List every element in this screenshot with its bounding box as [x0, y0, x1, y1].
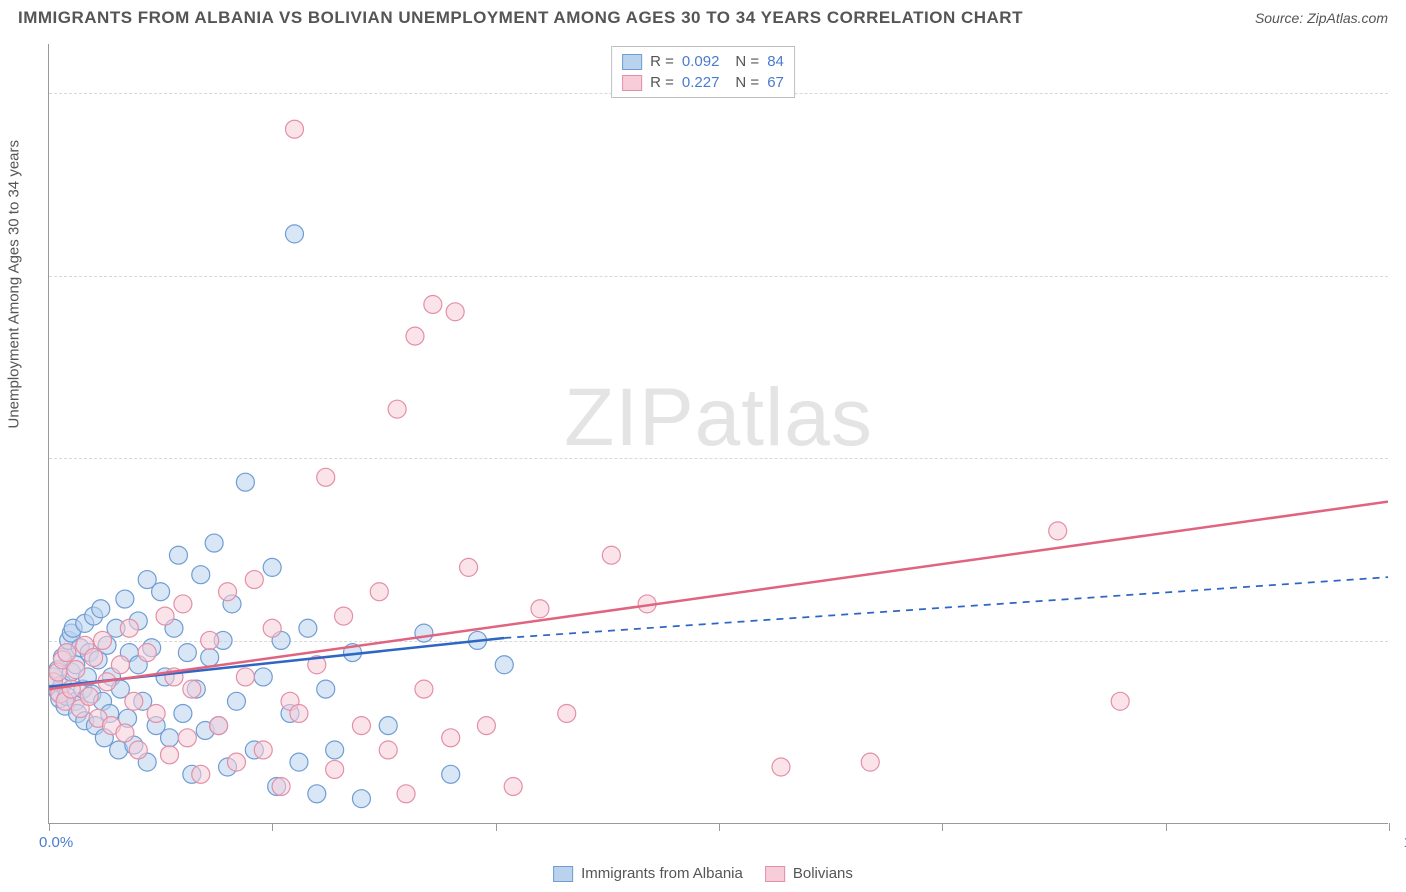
x-tick [1389, 823, 1390, 831]
legend-item-series1: Immigrants from Albania [553, 865, 743, 882]
legend-row-series1: R = 0.092 N = 84 [622, 51, 784, 72]
swatch-series2 [622, 75, 642, 91]
plot-svg [49, 44, 1388, 823]
r-value-series1: 0.092 [682, 53, 720, 70]
legend-row-series2: R = 0.227 N = 67 [622, 72, 784, 93]
chart-header: IMMIGRANTS FROM ALBANIA VS BOLIVIAN UNEM… [0, 0, 1406, 32]
n-value-series1: 84 [767, 53, 784, 70]
x-tick [496, 823, 497, 831]
swatch-series2-bottom [765, 866, 785, 882]
x-tick [272, 823, 273, 831]
correlation-legend: R = 0.092 N = 84 R = 0.227 N = 67 [611, 46, 795, 98]
x-tick [49, 823, 50, 831]
source-attribution: Source: ZipAtlas.com [1255, 10, 1388, 26]
x-tick [719, 823, 720, 831]
swatch-series1-bottom [553, 866, 573, 882]
swatch-series1 [622, 54, 642, 70]
series-legend: Immigrants from Albania Bolivians [553, 865, 853, 882]
x-tick-label: 0.0% [39, 834, 73, 851]
x-tick [942, 823, 943, 831]
legend-item-series2: Bolivians [765, 865, 853, 882]
n-value-series2: 67 [767, 74, 784, 91]
y-axis-label: Unemployment Among Ages 30 to 34 years [6, 140, 23, 429]
scatter-chart: ZIPatlas 7.5%15.0%22.5%30.0%0.0%15.0% [48, 44, 1388, 824]
r-value-series2: 0.227 [682, 74, 720, 91]
x-tick [1166, 823, 1167, 831]
chart-title: IMMIGRANTS FROM ALBANIA VS BOLIVIAN UNEM… [18, 8, 1023, 28]
